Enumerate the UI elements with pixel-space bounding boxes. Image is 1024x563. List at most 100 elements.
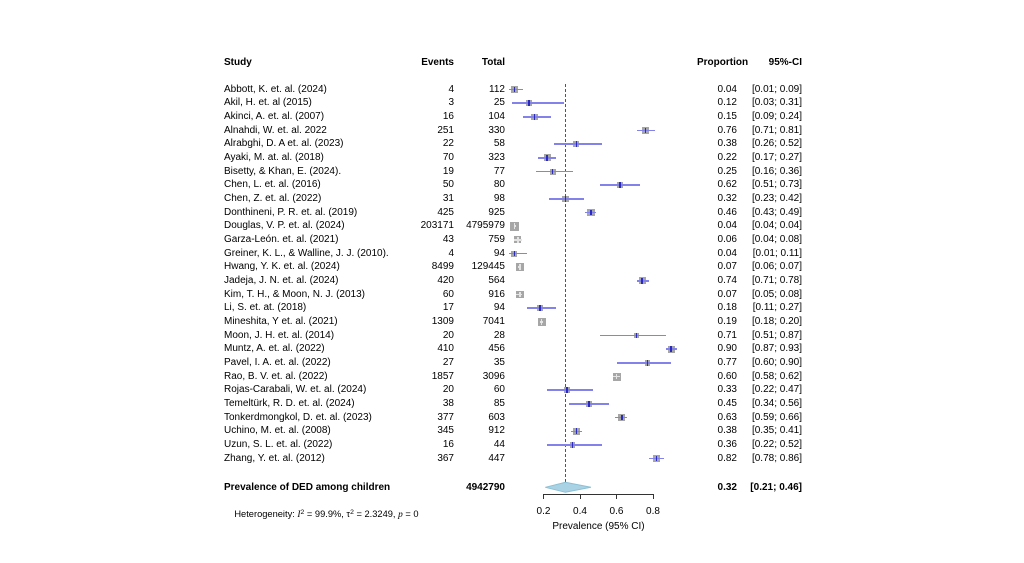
- study-events-value: 19: [442, 165, 454, 177]
- study-name-label: Bisetty, & Khan, E. (2024).: [224, 165, 342, 177]
- study-ci-value: [0.06; 0.07]: [751, 261, 802, 273]
- study-events-value: 70: [442, 152, 454, 163]
- study-proportion-value: 0.19: [717, 316, 737, 328]
- study-events-value: 60: [442, 288, 454, 300]
- study-proportion-value: 0.90: [717, 343, 737, 355]
- point-estimate-tick: [644, 127, 647, 134]
- study-name-label: Jadeja, J. N. et. al. (2024): [224, 275, 339, 287]
- study-name-label: Greiner, K. L., & Walline, J. J. (2010).: [224, 247, 389, 259]
- study-name-label: Akinci, A. et. al. (2007): [224, 111, 325, 122]
- study-total-value: 80: [493, 179, 505, 191]
- x-axis-title: Prevalence (95% CI): [552, 520, 645, 532]
- ci-line: [523, 116, 551, 118]
- x-axis-tick-label: 0.4: [573, 506, 587, 517]
- column-header-study: Study: [224, 57, 252, 69]
- study-ci-value: [0.04; 0.08]: [751, 234, 802, 246]
- study-name-label: Akil, H. et. al (2015): [224, 97, 312, 109]
- study-name-label: Chen, Z. et. al. (2022): [224, 193, 322, 205]
- study-proportion-value: 0.60: [717, 370, 737, 382]
- study-proportion-value: 0.25: [717, 165, 737, 177]
- point-estimate-tick: [590, 209, 592, 216]
- study-proportion-value: 0.15: [717, 111, 737, 122]
- i-squared-exponent: 2: [300, 509, 305, 516]
- ci-line: [512, 102, 564, 104]
- point-estimate-tick: [518, 264, 521, 270]
- study-name-label: Alrabghi, D. A et. al. (2023): [224, 138, 344, 150]
- study-name-label: Moon, J. H. et. al. (2014): [224, 329, 335, 341]
- point-estimate-tick: [533, 114, 536, 120]
- study-total-value: 77: [493, 165, 505, 177]
- summary-label: Prevalence of DED among children: [224, 481, 391, 493]
- study-events-value: 22: [442, 138, 454, 150]
- study-ci-value: [0.09; 0.24]: [751, 111, 802, 122]
- ci-line: [600, 334, 666, 337]
- study-name-label: Temeltürk, R. D. et. al. (2024): [224, 398, 355, 410]
- study-proportion-value: 0.07: [717, 288, 737, 300]
- study-name-label: Rojas-Carabali, W. et. al. (2024): [224, 384, 367, 396]
- ci-line: [508, 252, 528, 255]
- point-estimate-tick: [571, 442, 574, 448]
- study-proportion-value: 0.74: [717, 275, 737, 287]
- ci-line: [517, 266, 520, 268]
- study-ci-value: [0.35; 0.41]: [751, 425, 802, 437]
- ci-line: [616, 362, 672, 364]
- point-estimate-tick: [621, 414, 623, 421]
- ci-line: [554, 143, 602, 145]
- point-estimate-tick: [517, 237, 519, 243]
- i-squared-symbol: I: [297, 510, 301, 521]
- study-ci-value: [0.43; 0.49]: [751, 206, 802, 218]
- summary-total-value: 4942790: [466, 481, 505, 493]
- ci-line: [548, 198, 584, 200]
- point-estimate-tick: [646, 360, 649, 366]
- study-events-value: 3: [448, 97, 454, 109]
- study-total-value: 564: [488, 275, 505, 287]
- study-total-value: 112: [489, 83, 505, 95]
- study-total-value: 28: [493, 329, 505, 341]
- study-events-value: 345: [437, 425, 454, 437]
- column-header-ci: 95%-CI: [768, 57, 802, 69]
- point-estimate-tick: [546, 155, 548, 161]
- study-name-label: Li, S. et. at. (2018): [224, 302, 307, 314]
- study-name-label: Hwang, Y. K. et. al. (2024): [224, 261, 340, 273]
- study-events-value: 43: [442, 234, 454, 246]
- study-events-value: 31: [442, 193, 454, 205]
- study-ci-value: [0.87; 0.93]: [751, 343, 802, 355]
- point-estimate-tick: [564, 196, 567, 202]
- x-axis-tick: [652, 494, 654, 499]
- study-total-value: 58: [493, 138, 505, 150]
- study-proportion-value: 0.63: [717, 411, 737, 423]
- study-proportion-value: 0.33: [717, 384, 737, 396]
- study-proportion-value: 0.38: [717, 138, 737, 150]
- point-estimate-tick: [518, 291, 521, 298]
- x-axis-tick-label: 0.2: [536, 506, 551, 517]
- study-total-value: 603: [488, 411, 505, 423]
- point-estimate-tick: [670, 346, 673, 353]
- study-events-value: 420: [437, 275, 454, 287]
- column-header-events: Events: [421, 57, 454, 69]
- study-proportion-value: 0.36: [717, 439, 737, 451]
- study-proportion-value: 0.06: [717, 234, 737, 246]
- x-axis-tick: [579, 494, 581, 499]
- study-total-value: 94: [493, 247, 505, 259]
- study-events-value: 251: [437, 124, 454, 136]
- study-proportion-value: 0.71: [717, 329, 737, 341]
- study-proportion-value: 0.82: [717, 452, 737, 464]
- study-name-label: Pavel, I. A. et. al. (2022): [224, 357, 331, 369]
- study-ci-value: [0.26; 0.52]: [751, 138, 802, 150]
- study-proportion-value: 0.04: [717, 83, 737, 95]
- study-total-value: 456: [488, 343, 505, 355]
- point-estimate-tick: [540, 319, 543, 325]
- ci-line: [527, 307, 557, 309]
- study-ci-value: [0.58; 0.62]: [751, 370, 802, 382]
- study-proportion-value: 0.46: [717, 206, 737, 218]
- study-ci-value: [0.71; 0.81]: [751, 124, 802, 136]
- x-axis-tick: [543, 494, 544, 499]
- column-header-proportion: Proportion: [697, 57, 749, 69]
- study-proportion-value: 0.45: [717, 398, 737, 410]
- study-name-label: Uzun, S. L. et. al. (2022): [224, 439, 333, 451]
- i-squared-value: = 99.9%, τ: [304, 509, 351, 520]
- study-events-value: 4: [448, 247, 454, 259]
- ci-line: [636, 280, 650, 282]
- study-events-value: 16: [442, 111, 454, 122]
